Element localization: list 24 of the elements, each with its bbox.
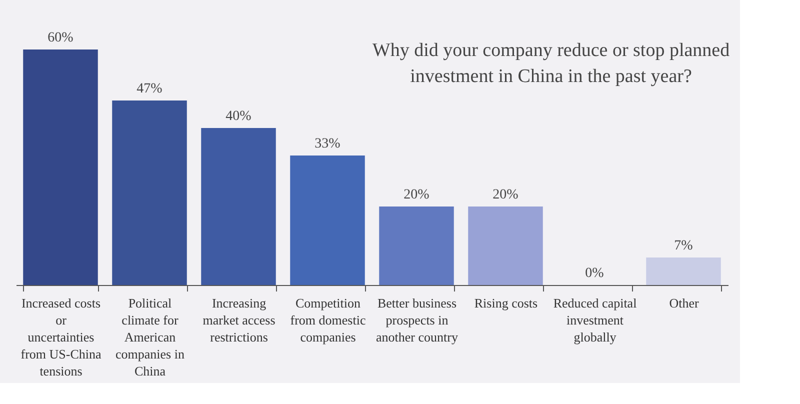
bar: [23, 49, 98, 285]
data-label: 20%: [492, 187, 519, 202]
x-tick-label: Increased costs or uncertainties from US-China tensions: [20, 296, 102, 378]
data-label: 40%: [226, 108, 252, 124]
x-tick-label: Rising costs: [474, 296, 538, 310]
data-label: 7%: [674, 238, 694, 254]
bar: [379, 206, 454, 285]
bar: [112, 100, 187, 285]
data-label: 20%: [404, 187, 430, 202]
data-label: 60%: [48, 30, 74, 46]
x-tick-label: Competition from domestic companies: [290, 296, 366, 344]
x-tick-label: Reduced capital investment globally: [553, 296, 638, 344]
x-tick-label: Other: [669, 296, 700, 310]
data-label: 0%: [585, 266, 604, 281]
bar: [201, 128, 276, 285]
data-label: 47%: [136, 82, 163, 97]
bar: [290, 155, 365, 285]
bar: [646, 258, 721, 285]
x-tick-label: Better business prospects in another country: [376, 296, 458, 344]
x-tick-label: Political climate for American companies in China: [116, 296, 185, 378]
x-tick-label: Increasing market access restrictions: [202, 296, 276, 344]
data-label: 33%: [314, 136, 341, 152]
bar: [468, 206, 543, 285]
chart-title: Why did your company reduce or stop planned investment in China in the past year?: [372, 40, 730, 87]
